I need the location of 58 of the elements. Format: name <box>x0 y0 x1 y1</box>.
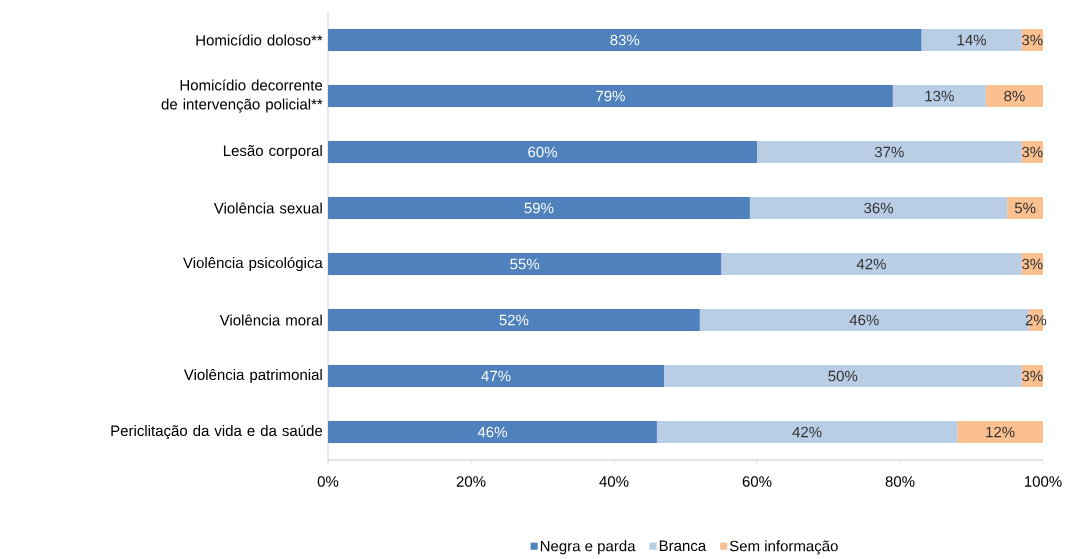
data-label: 36% <box>864 202 894 214</box>
data-label: 3% <box>1022 34 1043 46</box>
y-tick-label: Violência moral <box>219 314 322 326</box>
data-label: 55% <box>510 258 540 270</box>
y-tick-label: Violência psicológica <box>183 256 323 272</box>
data-label: 52% <box>499 314 529 326</box>
y-tick-label: Homicídio doloso** <box>196 34 323 46</box>
bar <box>892 85 986 107</box>
bar <box>328 365 665 387</box>
data-label: 8% <box>1004 90 1025 102</box>
bar <box>1007 197 1044 219</box>
data-label: 14% <box>957 34 986 46</box>
bar <box>656 421 958 443</box>
x-tick-label: 20% <box>456 476 486 487</box>
data-label: 13% <box>925 90 954 102</box>
x-tick-label: 0% <box>317 476 339 487</box>
x-tick-label: 40% <box>599 476 629 487</box>
bar <box>328 29 922 51</box>
data-label: 37% <box>874 146 904 158</box>
data-label: 59% <box>524 202 554 214</box>
y-tick-label: Violência sexual <box>213 202 322 214</box>
data-label: 50% <box>828 370 858 382</box>
data-label: 3% <box>1022 258 1043 270</box>
data-label: 46% <box>477 426 507 438</box>
x-tick-label: 80% <box>885 476 915 487</box>
y-tick-label: Violência patrimonial <box>183 368 322 384</box>
data-label: 12% <box>986 426 1015 438</box>
data-label: 60% <box>528 146 557 158</box>
y-tick-label: Periclitação da vida e da saúde <box>111 424 323 440</box>
bar <box>757 141 1022 163</box>
data-label: 83% <box>610 34 640 46</box>
data-label: 3% <box>1022 370 1043 382</box>
data-label: 3% <box>1022 146 1043 158</box>
data-label: 79% <box>596 90 625 102</box>
bar <box>328 85 893 107</box>
bar <box>328 309 700 331</box>
bar <box>921 29 1022 51</box>
legend-label: Negra e parda <box>540 540 636 555</box>
bar <box>721 253 1022 275</box>
data-label: 5% <box>1014 202 1036 214</box>
bar <box>664 365 1022 387</box>
bar <box>957 421 1044 443</box>
y-tick-label: Lesão corporal <box>223 145 322 159</box>
data-label: 46% <box>849 314 879 326</box>
bar <box>328 141 757 163</box>
data-label: 47% <box>481 370 511 382</box>
legend-label: Sem informação <box>729 540 838 555</box>
data-label: 42% <box>856 258 886 270</box>
data-label: 42% <box>792 426 822 438</box>
bar <box>328 253 722 275</box>
bar <box>749 197 1008 219</box>
x-tick-label: 100% <box>1024 476 1062 487</box>
bar <box>985 85 1044 107</box>
y-tick-label: Homicídio decorrente de intervenção policial** <box>161 79 323 113</box>
bar <box>328 197 750 219</box>
bar <box>328 421 657 443</box>
legend-label: Branca <box>659 540 707 552</box>
x-tick-label: 60% <box>742 476 772 487</box>
